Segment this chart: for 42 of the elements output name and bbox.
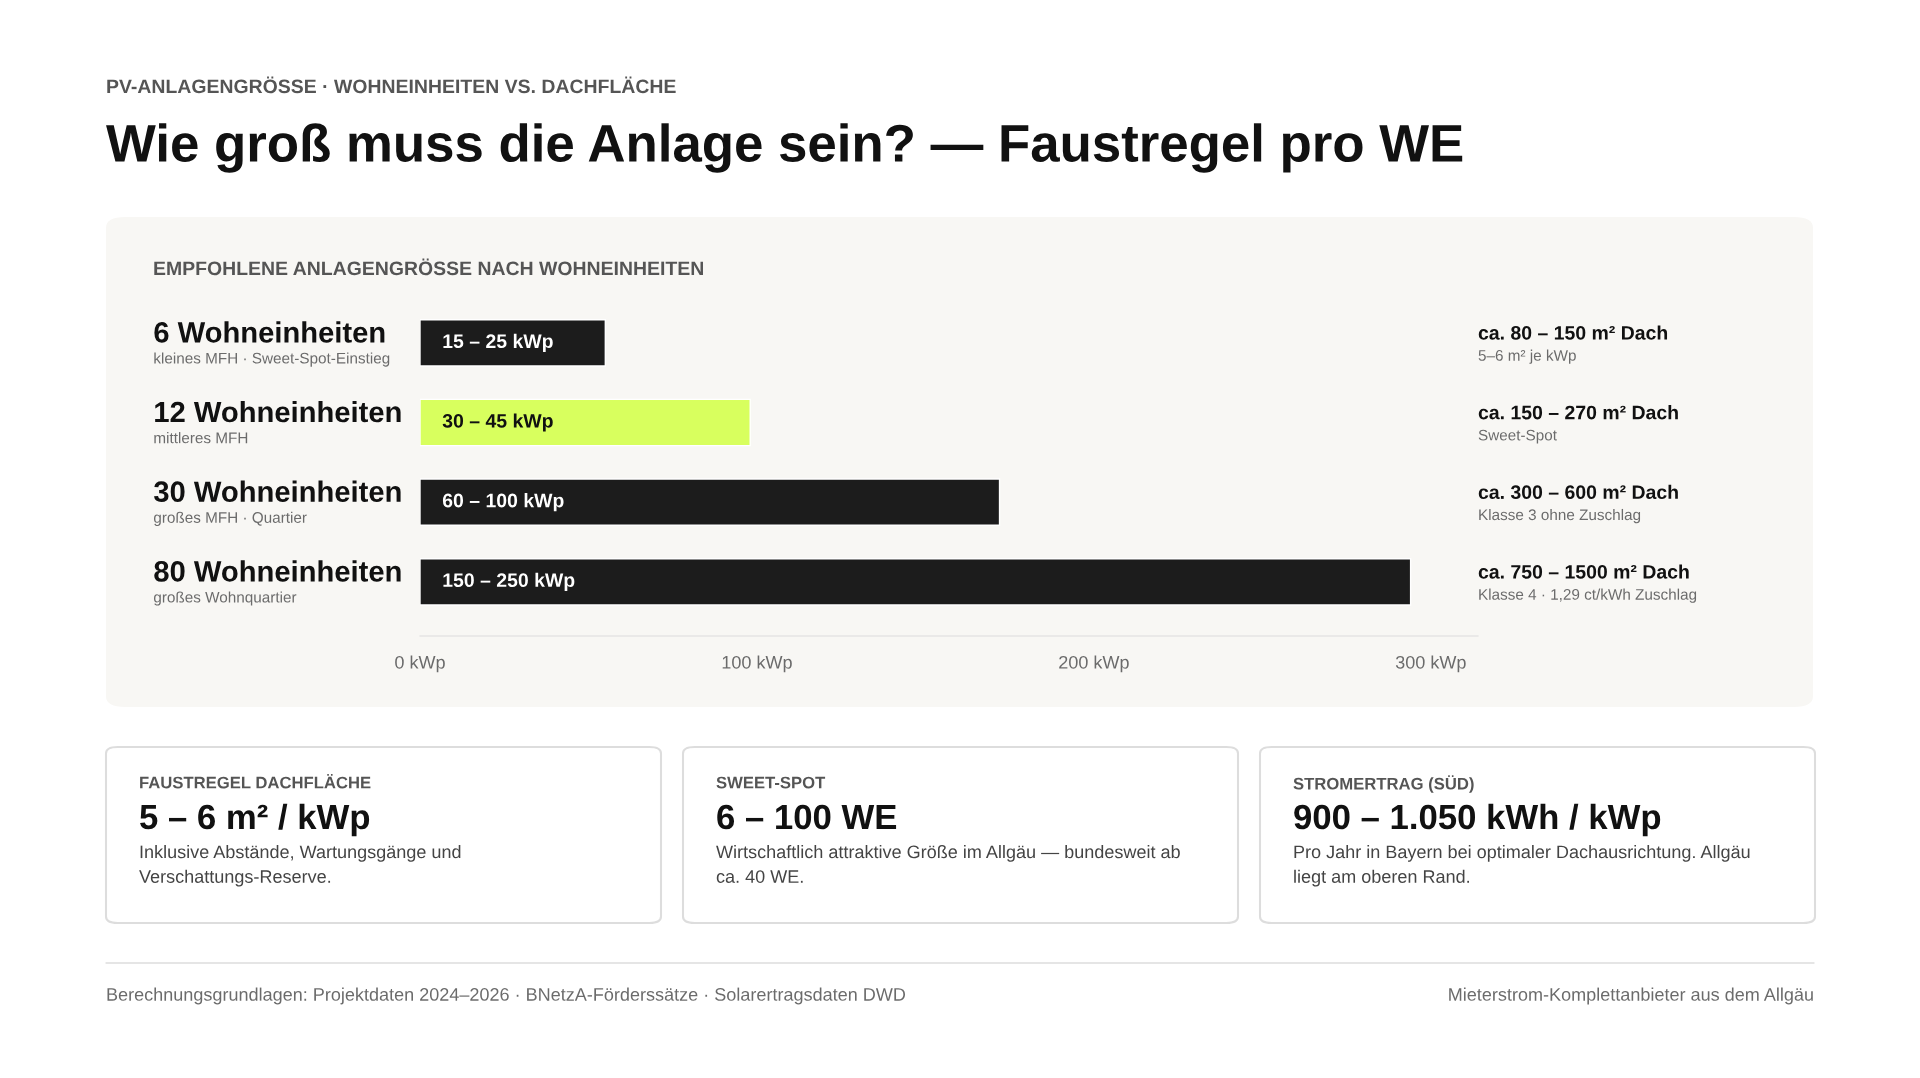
- text: kleines MFH · Sweet-Spot-Einstieg: [154, 352, 390, 367]
- x-tick-label: 200 kWp: [1059, 655, 1129, 673]
- text: Wie groß muss die Anlage sein? — Faustregel pro WE: [106, 123, 1463, 173]
- text: Klasse 4 · 1,29 ct/kWh Zuschlag: [1479, 588, 1697, 603]
- y-tick-label: 80 Wohneinheiten: [154, 560, 401, 582]
- text: Berechnungsgrundlagen: Projektdaten 2024–2026 · BNetzA-Förderssätze · Solarertragsdaten DWD: [107, 987, 906, 1005]
- text: 900 – 1.050 kWh / kWp: [1294, 803, 1661, 837]
- x-tick-label: 100 kWp: [722, 655, 792, 673]
- text: 6 – 100 WE: [717, 804, 897, 830]
- annotation: 60 – 100 kWp: [442, 493, 564, 512]
- y-tick-label: 6 Wohneinheiten: [154, 321, 385, 343]
- annotation: 150 – 250 kWp: [443, 572, 575, 591]
- text: Wirtschaftlich attraktive Größe im Allgäu — bundesweit ab ca. 40 WE.: [716, 845, 1180, 883]
- chart-title: EMPFOHLENE ANLAGENGRÖSSE NACH WOHNEINHEITEN: [154, 258, 703, 276]
- annotation: 15 – 25 kWp: [443, 333, 553, 352]
- text: ca. 750 – 1500 m² Dach: [1478, 564, 1689, 579]
- text: ca. 300 – 600 m² Dach: [1478, 484, 1678, 500]
- text: Sweet-Spot: [1478, 429, 1557, 444]
- text: mittleres MFH: [154, 432, 248, 444]
- text: ca. 150 – 270 m² Dach: [1478, 405, 1678, 420]
- bar: [420, 319, 607, 367]
- text: FAUSTREGEL DACHFLÄCHE: [140, 774, 371, 789]
- text: großes Wohnquartier: [153, 591, 297, 606]
- text: Mieterstrom-Komplettanbieter aus dem Allgäu: [1449, 987, 1813, 1005]
- bar: [420, 398, 751, 447]
- text: Klasse 3 ohne Zuschlag: [1479, 508, 1641, 524]
- text: 5 – 6 m² / kWp: [140, 803, 370, 837]
- text: Pro Jahr in Bayern bei optimaler Dachausrichtung. Allgäu liegt am oberen Rand.: [1294, 845, 1750, 887]
- text: PV-ANLAGENGRÖSSE · WOHNEINHEITEN VS. DACHFLÄCHE: [107, 76, 676, 94]
- x-tick-label: 300 kWp: [1395, 655, 1466, 673]
- text: ca. 80 – 150 m² Dach: [1478, 325, 1668, 340]
- bar: [420, 558, 1412, 606]
- text: 5–6 m² je kWp: [1478, 349, 1576, 364]
- text: SWEET-SPOT: [716, 776, 826, 789]
- text: Inklusive Abstände, Wartungsgänge und Verschattungs-Reserve.: [139, 845, 461, 887]
- annotation: 30 – 45 kWp: [442, 413, 553, 432]
- x-tick-label: 0 kWp: [395, 655, 445, 673]
- y-tick-label: 12 Wohneinheiten: [155, 400, 401, 423]
- bar: [420, 478, 1001, 526]
- text: STROMERTRAG (SÜD): [1293, 775, 1474, 793]
- y-tick-label: 30 Wohneinheiten: [154, 480, 401, 503]
- text: großes MFH · Quartier: [153, 511, 307, 526]
